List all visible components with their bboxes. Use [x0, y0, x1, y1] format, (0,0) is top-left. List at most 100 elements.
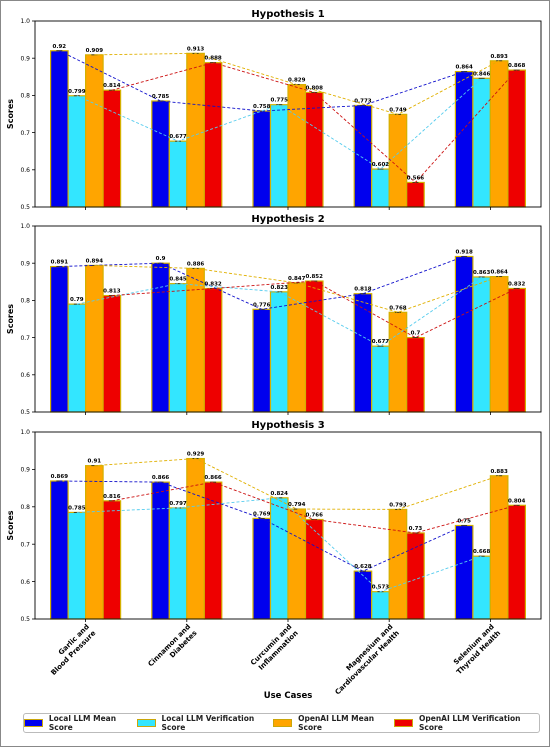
trend-line-local-verification [76, 276, 482, 347]
charts-svg: Hypothesis 1 Scores 0.5 0.6 0.7 0.8 0.9 1.0 0.92… [6, 9, 542, 701]
y-tick-label: 0.5 [20, 409, 30, 416]
bar-openai-mean [388, 508, 408, 620]
y-tick-label: 0.7 [20, 130, 30, 137]
legend-label-openai-mean: OpenAI LLM Mean Score [298, 714, 375, 732]
data-label: 0.847 [288, 276, 306, 282]
legend-label-local-mean: Local LLM Mean Score [48, 714, 117, 732]
bar-local-verification [472, 276, 491, 413]
data-label: 0.824 [271, 491, 289, 497]
data-label: 0.7 [411, 331, 421, 337]
data-label: 0.573 [372, 585, 390, 591]
data-label: 0.785 [152, 94, 170, 100]
bar-local-verification [371, 591, 390, 620]
y-tick-label: 0.5 [20, 204, 30, 211]
bar-local-mean [252, 517, 272, 620]
bar-local-mean [454, 70, 474, 208]
legend-label-openai-verification: OpenAI LLM Verification Score [419, 714, 521, 732]
data-label: 0.823 [271, 285, 289, 291]
bar-local-verification [269, 104, 289, 208]
trend-line-openai-verification [111, 481, 517, 534]
bar-local-verification [269, 497, 289, 620]
y-tick-label: 0.8 [20, 504, 30, 511]
bar-openai-verification [406, 181, 425, 208]
legend-item-openai-mean: OpenAI LLM Mean Score [273, 714, 394, 732]
legend-swatch-openai-verification [394, 719, 414, 727]
bar-local-verification [67, 511, 87, 620]
data-label: 0.832 [508, 281, 526, 287]
data-label: 0.829 [288, 78, 306, 84]
bar-local-mean [49, 50, 69, 208]
data-label: 0.602 [372, 162, 390, 168]
bar-openai-mean [388, 113, 408, 208]
data-label: 0.808 [306, 85, 324, 91]
data-label: 0.886 [187, 261, 205, 267]
bar-openai-mean [186, 457, 205, 620]
bar-local-mean [454, 255, 474, 413]
chart-title: Hypothesis 3 [251, 420, 324, 431]
y-tick-label: 1.0 [20, 429, 30, 436]
chart-panel-3: Hypothesis 3 Scores 0.5 0.6 0.7 0.8 0.9 1.0 0.86… [6, 420, 542, 623]
data-label: 0.852 [306, 274, 324, 280]
trend-line-local-mean [59, 256, 465, 310]
bar-local-verification [472, 77, 491, 208]
data-label: 0.628 [354, 564, 372, 570]
trend-line-openai-mean [94, 264, 500, 313]
bar-local-mean [252, 308, 272, 413]
data-label: 0.92 [53, 44, 67, 50]
data-label: 0.668 [473, 549, 491, 555]
data-label: 0.918 [455, 250, 473, 256]
data-label: 0.9 [156, 256, 166, 262]
y-tick-label: 0.6 [20, 372, 30, 379]
bar-openai-verification [102, 500, 122, 620]
data-label: 0.868 [508, 63, 526, 69]
bar-openai-mean [84, 264, 104, 413]
bar-local-mean [49, 265, 69, 413]
bar-openai-verification [102, 294, 122, 413]
chart-panel-2: Hypothesis 2 Scores 0.5 0.6 0.7 0.8 0.9 1.0 0.89… [6, 214, 542, 416]
data-label: 0.73 [409, 526, 423, 532]
data-label: 0.677 [169, 134, 187, 140]
data-label: 0.818 [354, 287, 372, 293]
data-label: 0.929 [187, 452, 205, 458]
bar-local-mean [252, 110, 272, 208]
y-tick-label: 0.9 [20, 467, 30, 474]
trend-line-openai-mean [94, 458, 500, 510]
data-label: 0.768 [389, 305, 407, 311]
y-axis-label: Scores [6, 510, 15, 540]
bar-openai-mean [186, 52, 205, 208]
data-label: 0.816 [103, 494, 121, 500]
bar-openai-verification [203, 481, 223, 620]
bar-local-mean [49, 480, 69, 620]
data-label: 0.894 [86, 258, 104, 264]
data-label: 0.79 [70, 297, 84, 303]
data-label: 0.749 [389, 107, 407, 113]
bar-local-verification [67, 95, 87, 208]
bar-openai-verification [203, 287, 223, 413]
data-label: 0.869 [51, 474, 69, 480]
data-label: 0.773 [354, 98, 372, 104]
legend-swatch-openai-mean [273, 719, 293, 727]
y-tick-label: 0.8 [20, 93, 30, 100]
data-label: 0.864 [490, 270, 508, 276]
bar-local-verification [168, 283, 188, 413]
data-label: 0.909 [86, 48, 104, 54]
bar-openai-verification [406, 337, 425, 413]
bar-local-mean [353, 570, 373, 620]
data-label: 0.91 [88, 459, 102, 465]
bar-local-verification [472, 555, 491, 620]
y-tick-label: 1.0 [20, 18, 30, 25]
y-tick-label: 0.9 [20, 260, 30, 267]
trend-line-openai-verification [111, 280, 517, 339]
bar-local-mean [151, 100, 170, 208]
legend: Local LLM Mean Score Local LLM Verificat… [23, 713, 540, 733]
y-tick-label: 0.6 [20, 579, 30, 586]
data-label: 0.866 [204, 475, 222, 481]
data-label: 0.799 [68, 89, 86, 95]
legend-label-local-verification: Local LLM Verification Score [161, 714, 255, 732]
data-label: 0.804 [508, 498, 526, 504]
bar-local-mean [151, 481, 170, 620]
data-label: 0.814 [103, 83, 121, 89]
